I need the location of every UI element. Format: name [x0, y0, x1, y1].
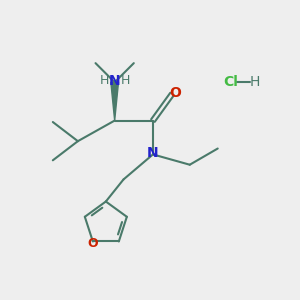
- Text: N: N: [109, 74, 121, 88]
- Text: H: H: [100, 74, 109, 87]
- Text: H: H: [120, 74, 130, 87]
- Text: Cl: Cl: [224, 75, 238, 89]
- Text: N: N: [147, 146, 159, 160]
- Text: H: H: [249, 75, 260, 89]
- Text: O: O: [170, 85, 182, 100]
- Text: O: O: [88, 237, 98, 250]
- Polygon shape: [111, 82, 119, 121]
